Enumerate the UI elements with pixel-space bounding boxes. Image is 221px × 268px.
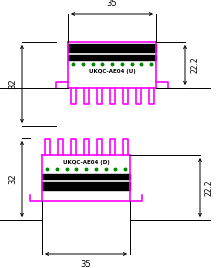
Text: 32: 32 xyxy=(8,174,17,184)
Text: 22.2: 22.2 xyxy=(190,57,199,73)
Text: 35: 35 xyxy=(81,260,91,268)
Text: 32: 32 xyxy=(8,79,17,89)
Text: 35: 35 xyxy=(107,0,117,8)
Text: UKQC-AE04 (U): UKQC-AE04 (U) xyxy=(89,69,135,74)
Text: 22.2: 22.2 xyxy=(205,179,214,196)
Text: UKQC-AE04 (D): UKQC-AE04 (D) xyxy=(63,160,109,165)
